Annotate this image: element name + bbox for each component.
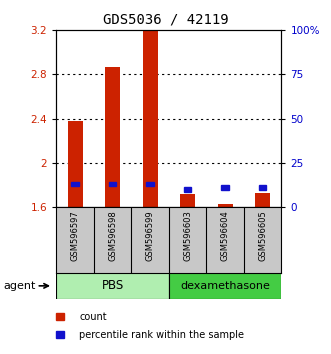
Text: GSM596599: GSM596599	[146, 210, 155, 261]
Text: GSM596605: GSM596605	[258, 210, 267, 261]
Text: GDS5036 / 42119: GDS5036 / 42119	[103, 12, 228, 27]
Text: percentile rank within the sample: percentile rank within the sample	[79, 330, 244, 339]
Text: count: count	[79, 312, 107, 322]
Text: dexamethasone: dexamethasone	[180, 281, 270, 291]
Text: agent: agent	[3, 281, 36, 291]
Bar	[56, 331, 64, 338]
Text: GSM596603: GSM596603	[183, 210, 192, 261]
Bar	[109, 182, 116, 186]
Bar	[255, 193, 270, 207]
Bar	[146, 182, 154, 186]
Text: PBS: PBS	[101, 279, 124, 292]
Bar	[217, 204, 233, 207]
Bar	[221, 185, 229, 190]
FancyBboxPatch shape	[169, 273, 281, 299]
Text: GSM596597: GSM596597	[71, 210, 79, 261]
Bar	[68, 121, 82, 207]
Bar	[105, 67, 120, 207]
Bar	[143, 30, 158, 207]
Bar	[71, 182, 79, 186]
Bar	[180, 194, 195, 207]
Text: GSM596598: GSM596598	[108, 210, 117, 261]
Bar	[184, 187, 191, 192]
Text: GSM596604: GSM596604	[220, 210, 230, 261]
Bar	[259, 185, 266, 190]
Bar	[56, 313, 64, 320]
FancyBboxPatch shape	[56, 273, 169, 299]
